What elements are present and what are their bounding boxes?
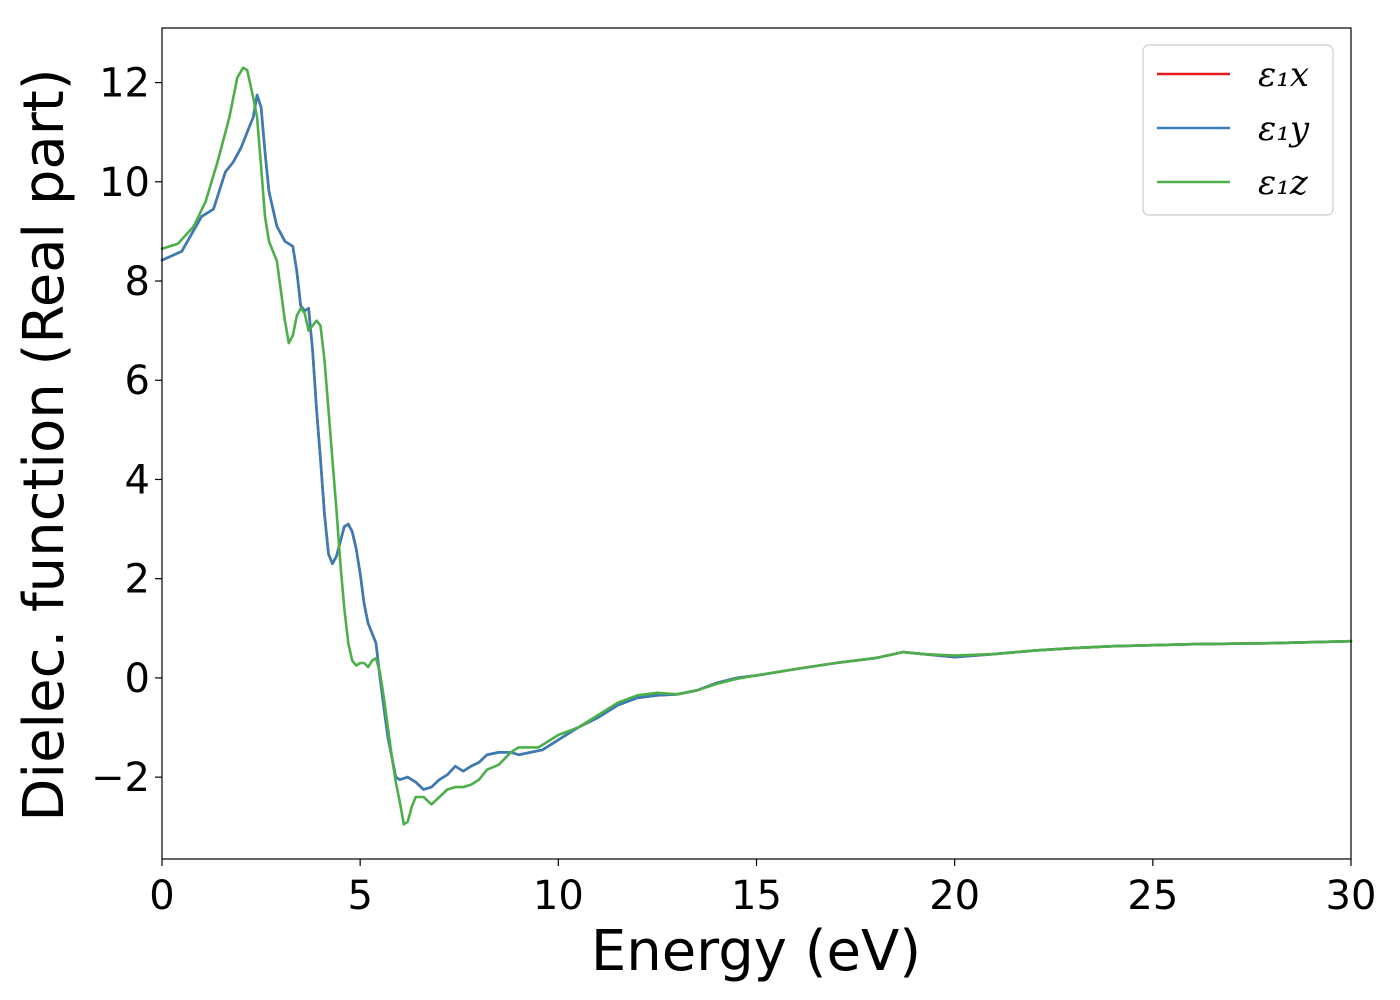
- y-tick-label: 8: [125, 259, 150, 305]
- y-tick-label: 10: [99, 160, 150, 206]
- x-tick-label: 0: [149, 873, 174, 919]
- x-axis-ticks: 0 5 10 15 20 25 30: [149, 859, 1376, 919]
- plot-lines: [160, 66, 1353, 826]
- x-tick-label: 30: [1326, 873, 1377, 919]
- x-tick-label: 5: [347, 873, 372, 919]
- y-tick-label: 2: [125, 557, 150, 603]
- series-line-2: [160, 66, 1353, 826]
- y-tick-label: 6: [125, 358, 150, 404]
- x-axis-title: Energy (eV): [591, 919, 921, 984]
- y-axis-title: Dielec. function (Real part): [12, 68, 77, 821]
- y-tick-label: 0: [125, 656, 150, 702]
- legend: ε₁x ε₁y ε₁z: [1142, 44, 1334, 216]
- y-tick-label: −2: [91, 755, 150, 801]
- x-tick-label: 10: [533, 873, 584, 919]
- x-tick-label: 20: [929, 873, 980, 919]
- legend-label-0: ε₁x: [1258, 55, 1309, 95]
- x-tick-label: 15: [731, 873, 782, 919]
- y-axis-ticks: −2 0 2 4 6 8 10 12: [91, 61, 162, 801]
- x-tick-label: 25: [1127, 873, 1178, 919]
- y-tick-label: 12: [99, 61, 150, 107]
- legend-box: [1142, 44, 1334, 216]
- legend-entries: ε₁x ε₁y ε₁z: [1157, 55, 1310, 203]
- legend-label-2: ε₁z: [1258, 163, 1309, 203]
- y-tick-label: 4: [125, 457, 150, 503]
- legend-label-1: ε₁y: [1258, 109, 1310, 149]
